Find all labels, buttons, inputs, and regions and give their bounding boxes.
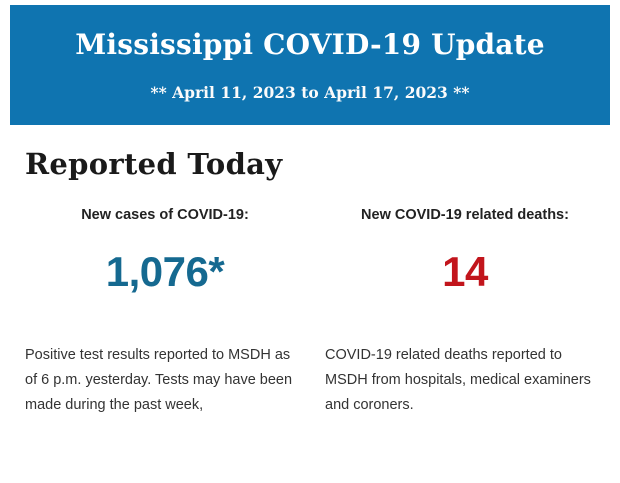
new-deaths-value: 14 (442, 248, 488, 295)
new-deaths-label: New COVID-19 related deaths: (361, 207, 569, 223)
new-cases-value: 1,076* (105, 248, 225, 295)
section-heading: Reported Today (25, 147, 283, 181)
new-cases-description: Positive test results reported to MSDH a… (25, 347, 293, 413)
stat-new-deaths: New COVID-19 related deaths: 14 COVID-19… (325, 208, 605, 418)
new-deaths-description: COVID-19 related deaths reported to MSDH… (325, 347, 591, 413)
date-range: ** April 11, 2023 to April 17, 2023 ** (150, 83, 470, 102)
stats-grid: New cases of COVID-19: 1,076* Positive t… (25, 208, 605, 418)
reported-today-section: Reported Today New cases of COVID-19: 1,… (0, 125, 620, 418)
page-title: Mississippi COVID-19 Update (75, 28, 545, 61)
new-cases-label: New cases of COVID-19: (81, 207, 249, 223)
stat-new-cases: New cases of COVID-19: 1,076* Positive t… (25, 208, 305, 418)
header-banner: Mississippi COVID-19 Update ** April 11,… (10, 5, 610, 125)
covid-update-card: Mississippi COVID-19 Update ** April 11,… (0, 5, 620, 483)
